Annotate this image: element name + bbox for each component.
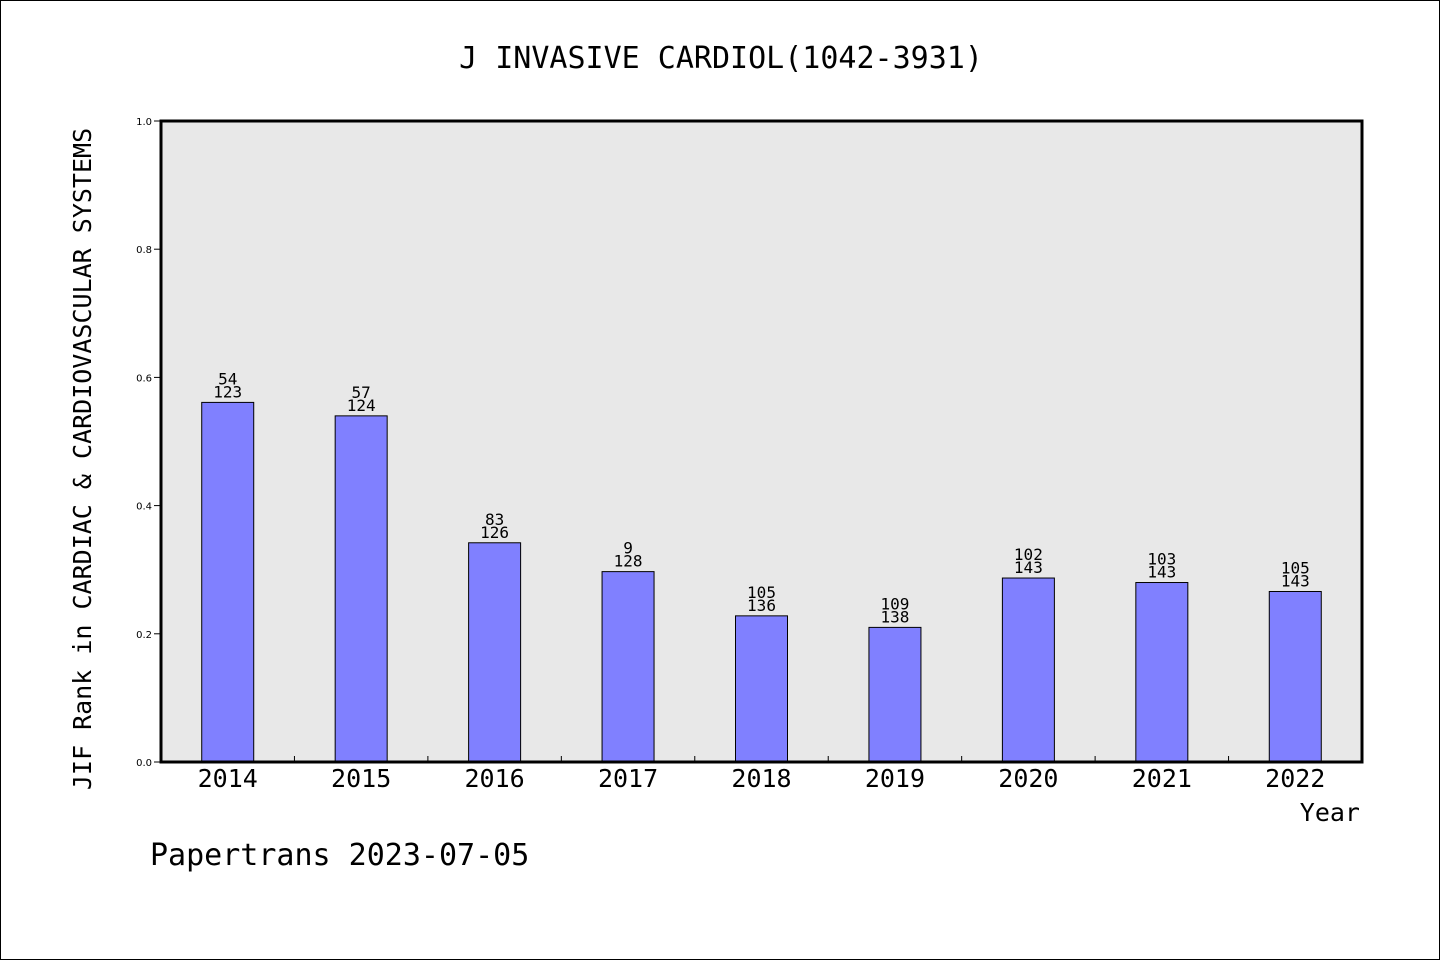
bar-label-rank: 109 (880, 594, 909, 613)
bar-2022 (1268, 590, 1322, 763)
bars-group (201, 401, 1322, 763)
x-tick-label: 2022 (1265, 764, 1325, 793)
bar-label-rank: 105 (747, 583, 776, 602)
y-axis-label: JIF Rank in CARDIAC & CARDIOVASCULAR SYS… (68, 128, 97, 790)
bar-label-rank: 83 (485, 510, 504, 529)
footer-watermark: Papertrans 2023-07-05 (150, 838, 529, 873)
y-tick-label: 0.8 (136, 245, 152, 256)
x-tick-label: 2015 (331, 764, 391, 793)
bar-label-total: 128 (614, 552, 643, 571)
x-axis-label: Year (1300, 798, 1360, 827)
bar-2017 (601, 571, 655, 763)
bar-label-total: 143 (1147, 563, 1176, 582)
bar-label-total: 136 (747, 596, 776, 615)
bar-label-total: 126 (480, 523, 509, 542)
x-tick-label: 2018 (731, 764, 791, 793)
bar-2016 (468, 542, 522, 763)
x-tick-label: 2021 (1132, 764, 1192, 793)
bar-label-total: 143 (1281, 571, 1310, 590)
bar-label-rank: 103 (1147, 550, 1176, 569)
x-tick-label: 2019 (865, 764, 925, 793)
bar-2021 (1135, 582, 1189, 763)
bar-label-total: 123 (213, 382, 242, 401)
bar-2015 (334, 415, 388, 763)
x-axis-labels-group: 2014 2015 2016 2017 2018 2019 2020 2021 2022 (198, 764, 1326, 793)
x-tick-label: 2014 (198, 764, 258, 793)
bar-2014 (201, 401, 255, 763)
y-axis-ticks: 0.0 0.2 0.4 0.6 0.8 1.0 (136, 117, 161, 769)
x-tick-label: 2017 (598, 764, 658, 793)
bar-label-total: 124 (347, 396, 376, 415)
x-tick-label: 2020 (998, 764, 1058, 793)
bar-label-rank: 54 (218, 369, 237, 388)
bar-label-rank: 57 (352, 383, 371, 402)
plot-frame (159, 119, 1364, 764)
y-tick-label: 0.6 (136, 373, 152, 384)
bar-label-total: 138 (880, 607, 909, 626)
chart-title: J INVASIVE CARDIOL(1042-3931) (459, 41, 983, 76)
bar-2020 (1001, 577, 1055, 763)
y-tick-label: 0.2 (136, 630, 152, 641)
y-tick-label: 1.0 (136, 117, 152, 128)
y-tick-label: 0.4 (136, 502, 152, 513)
bar-label-rank: 9 (623, 539, 633, 558)
bar-label-rank: 102 (1014, 545, 1043, 564)
bar-2018 (735, 615, 788, 763)
y-tick-label: 0.0 (136, 758, 152, 769)
bar-2019 (868, 626, 922, 763)
x-tick-label: 2016 (465, 764, 525, 793)
bar-label-rank: 105 (1281, 558, 1310, 577)
bar-label-total: 143 (1014, 558, 1043, 577)
